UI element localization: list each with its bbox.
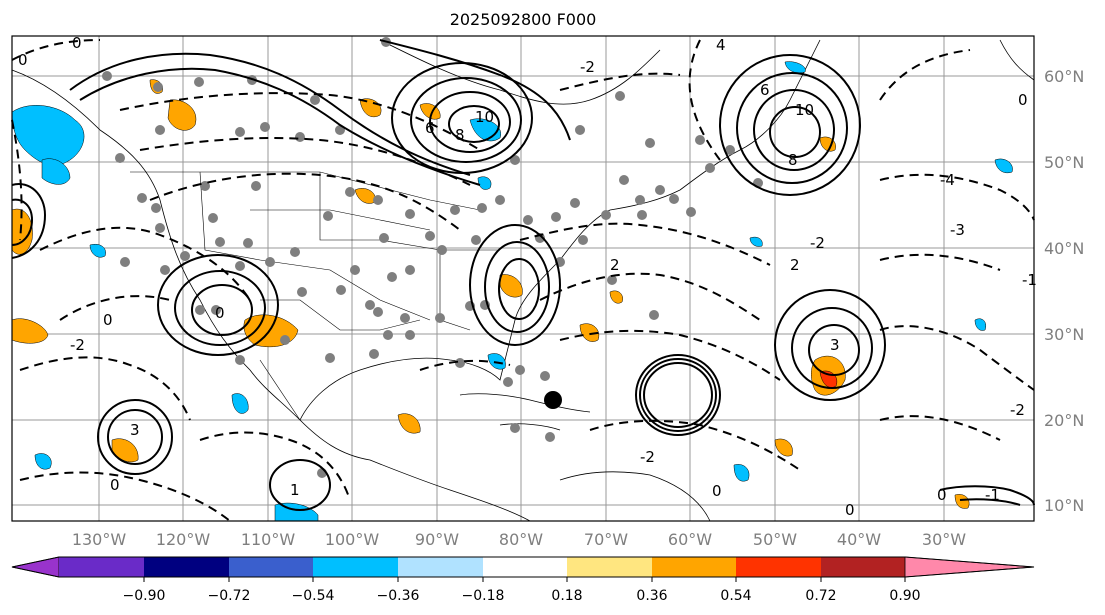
contour-label: 0	[215, 304, 225, 322]
colorbar-tick: 0.36	[636, 588, 667, 604]
colorbar: −0.90 −0.72 −0.54 −0.36 −0.18 0.18 0.36 …	[11, 556, 1035, 604]
lon-label: 60°W	[668, 530, 712, 549]
lon-label: 120°W	[156, 530, 211, 549]
colorbar-swatch	[736, 557, 821, 577]
storm-marker	[544, 391, 562, 409]
contour-label: -2	[640, 448, 655, 466]
contour-label: 6	[760, 81, 770, 99]
map-title: 2025092800 F000	[449, 10, 597, 29]
contour-label: 8	[455, 126, 465, 144]
map-background	[12, 36, 1034, 521]
contour-label: 3	[130, 421, 140, 439]
lon-label: 40°W	[837, 530, 881, 549]
colorbar-swatch	[821, 557, 905, 577]
colorbar-tick: 0.18	[551, 588, 582, 604]
colorbar-tick: 0.72	[805, 588, 836, 604]
contour-label: 0	[103, 311, 113, 329]
contour-label: -3	[950, 221, 965, 239]
lon-label: 70°W	[584, 530, 628, 549]
colorbar-tick: 0.90	[889, 588, 920, 604]
contour-label: 0	[712, 482, 722, 500]
lon-label: 110°W	[241, 530, 296, 549]
latitude-labels: 60°N 50°N 40°N 30°N 20°N 10°N	[1044, 67, 1084, 515]
contour-label: 8	[788, 151, 798, 169]
contour-label: -2	[70, 336, 85, 354]
lat-label: 30°N	[1044, 325, 1084, 344]
contour-label: -2	[1010, 401, 1025, 419]
colorbar-swatch	[313, 557, 398, 577]
colorbar-swatch	[652, 557, 736, 577]
lat-label: 40°N	[1044, 239, 1084, 258]
longitude-labels: 130°W 120°W 110°W 100°W 90°W 80°W 70°W 6…	[72, 530, 966, 549]
contour-label: 0	[18, 51, 28, 69]
colorbar-outline	[11, 556, 1035, 578]
lat-label: 20°N	[1044, 411, 1084, 430]
colorbar-over-arrow	[904, 556, 1035, 578]
map-frame	[11, 35, 1035, 522]
solid-contours	[11, 39, 1035, 511]
contour-label: 10	[795, 101, 814, 119]
contour-label: 1	[290, 481, 300, 499]
lon-label: 130°W	[72, 530, 127, 549]
contour-label: 0	[1018, 91, 1028, 109]
contour-label: 0	[72, 34, 82, 52]
colorbar-tick: −0.90	[123, 588, 166, 604]
colorbar-tick: 0.54	[720, 588, 751, 604]
contour-labels: 3 1 6 10 8 4 10 6 8 0 3 2 -2 2 -3 -4 -1 …	[18, 34, 1037, 519]
contour-label: 10	[475, 108, 494, 126]
contour-label: -1	[985, 486, 1000, 504]
contour-label: 3	[830, 336, 840, 354]
contour-label: 4	[716, 36, 726, 54]
station-dots	[102, 37, 763, 478]
colorbar-tick: −0.72	[208, 588, 251, 604]
colorbar-tick: −0.36	[377, 588, 420, 604]
lat-label: 10°N	[1044, 496, 1084, 515]
contour-label: 2	[790, 256, 800, 274]
contour-label: 2	[610, 256, 620, 274]
colorbar-swatch	[567, 557, 652, 577]
colorbar-swatch	[483, 557, 567, 577]
contour-label: 6	[425, 119, 435, 137]
colorbar-under-arrow	[11, 556, 60, 578]
coastlines	[11, 39, 1035, 522]
colorbar-tick: −0.18	[462, 588, 505, 604]
contour-label: 0	[845, 501, 855, 519]
lon-label: 50°W	[753, 530, 797, 549]
lat-label: 50°N	[1044, 153, 1084, 172]
colorbar-swatch	[229, 557, 313, 577]
lon-label: 30°W	[922, 530, 966, 549]
contour-label: 0	[937, 486, 947, 504]
lon-label: 80°W	[499, 530, 543, 549]
colorbar-swatch	[59, 557, 144, 577]
contour-label: -1	[1022, 271, 1037, 289]
contour-label: -4	[940, 171, 955, 189]
lon-label: 100°W	[325, 530, 380, 549]
contour-label: -2	[580, 58, 595, 76]
contour-label: -2	[810, 234, 825, 252]
contour-label: 0	[110, 476, 120, 494]
colorbar-tick: −0.54	[292, 588, 335, 604]
colorbar-swatch	[398, 557, 483, 577]
colorbar-swatch	[144, 557, 229, 577]
lat-label: 60°N	[1044, 67, 1084, 86]
lon-label: 90°W	[415, 530, 459, 549]
